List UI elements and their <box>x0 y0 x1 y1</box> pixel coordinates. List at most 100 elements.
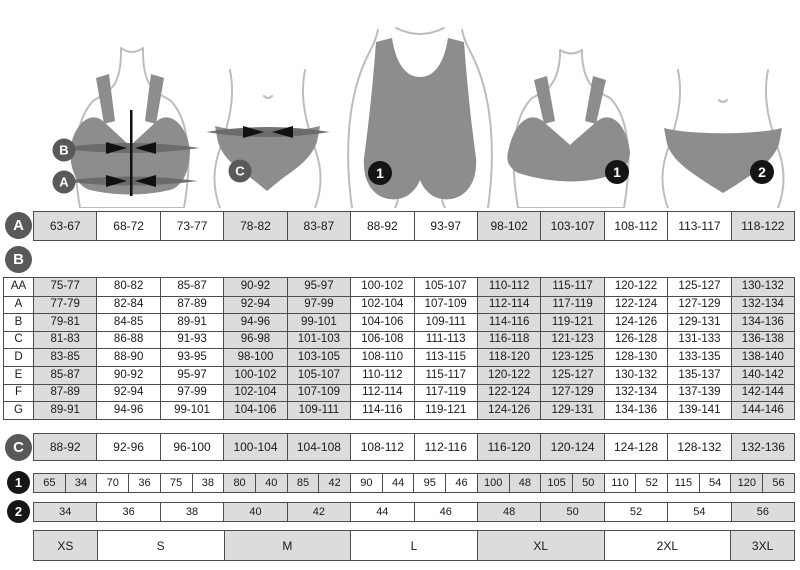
panty-size-badge: 2 <box>7 500 30 523</box>
panty-size-row: 34 36 38 40 42 44 46 48 50 52 54 56 <box>33 502 795 522</box>
bust-range-cell: 136-138 <box>730 331 795 349</box>
bra-figure: 1 <box>507 49 630 208</box>
bodysuit-figure: 1 <box>347 27 493 208</box>
bra-size-cell: 80 <box>223 474 255 492</box>
bust-range-cell: 142-144 <box>730 384 795 402</box>
hip-arrow-right <box>272 126 293 138</box>
bust-range-cell: 138-140 <box>730 349 795 366</box>
svg-text:B: B <box>59 143 68 158</box>
bust-badge: B <box>5 246 32 273</box>
svg-text:2: 2 <box>758 164 766 180</box>
bust-range-cell: 122-124 <box>476 384 541 402</box>
bust-range-cell: 133-135 <box>667 349 731 366</box>
bust-range-cell: 139-141 <box>667 402 731 419</box>
bust-range-cell: 113-115 <box>413 349 477 366</box>
bra-size-cell: 44 <box>381 474 414 492</box>
cup-label-cell: AA <box>4 278 33 296</box>
size-group-row: XS S M L XL 2XL 3XL <box>33 530 795 561</box>
bra-right-strap <box>145 74 164 124</box>
hip-range-cell: 132-136 <box>730 434 795 460</box>
panties-figure: 2 <box>661 69 785 208</box>
cup-label-cell: B <box>4 314 33 331</box>
cup-label-cell: D <box>4 349 33 366</box>
bra-size-badge: 1 <box>7 471 30 494</box>
bust-range-cell: 137-139 <box>667 384 731 402</box>
size-label-cell: 3XL <box>730 531 795 560</box>
bust-range-cell: 81-83 <box>33 331 97 349</box>
figure-underbust-badge: A <box>52 170 76 194</box>
bust-range-cell: 97-99 <box>159 384 224 402</box>
bust-range-cell: 77-79 <box>33 296 97 314</box>
bust-range-cell: 105-107 <box>413 278 477 296</box>
measurement-illustrations: B A C <box>52 27 785 208</box>
panty-size-cell: 46 <box>413 503 477 521</box>
bust-range-cell: 115-117 <box>540 278 604 296</box>
bust-range-cell: 88-90 <box>96 349 160 366</box>
bust-range-cell: 128-130 <box>603 349 668 366</box>
panty-size-cell: 38 <box>159 503 224 521</box>
bust-range-cell: 126-128 <box>603 331 668 349</box>
cup-row: G 89-91 94-96 99-101 104-106 109-111 114-116 11… <box>4 401 795 419</box>
bust-range-cell: 89-91 <box>33 402 97 419</box>
bust-range-cell: 95-97 <box>286 278 351 296</box>
bust-range-cell: 92-94 <box>96 384 160 402</box>
bust-range-cell: 117-119 <box>540 296 604 314</box>
bodysuit-shape <box>363 38 477 200</box>
bust-range-cell: 93-95 <box>159 349 224 366</box>
cup-label-cell: F <box>4 384 33 402</box>
bust-range-cell: 85-87 <box>159 278 224 296</box>
bust-range-cell: 98-100 <box>223 349 287 366</box>
bra-figure-size-badge: 1 <box>605 160 629 184</box>
panty-figure-size-badge: 2 <box>750 160 774 184</box>
bust-range-cell: 106-108 <box>350 331 414 349</box>
bust-range-cell: 95-97 <box>159 366 224 384</box>
underbust-range-cell: 108-112 <box>603 212 668 240</box>
bust-range-cell: 87-89 <box>159 296 224 314</box>
bust-range-cell: 119-121 <box>540 314 604 331</box>
underbust-arrow-right <box>135 175 156 187</box>
bust-range-cell: 129-131 <box>667 314 731 331</box>
bra-size-cell: 48 <box>508 474 541 492</box>
hip-range-cell: 100-104 <box>223 434 287 460</box>
hip-range-cell: 92-96 <box>96 434 160 460</box>
bust-range-cell: 103-105 <box>286 349 351 366</box>
panty-size-cell: 50 <box>540 503 604 521</box>
panty-size-cell: 56 <box>730 503 795 521</box>
bra-size-cell: 38 <box>191 474 224 492</box>
panty-size-cell: 34 <box>34 503 97 521</box>
bust-range-cell: 116-118 <box>476 331 541 349</box>
bust-range-cell: 120-122 <box>603 278 668 296</box>
bust-range-cell: 107-109 <box>286 384 351 402</box>
bust-range-cell: 140-142 <box>730 366 795 384</box>
bust-range-cell: 118-120 <box>476 349 541 366</box>
bra-size-cell: 40 <box>254 474 287 492</box>
bust-range-cell: 134-136 <box>730 314 795 331</box>
bust-range-cell: 107-109 <box>413 296 477 314</box>
size-label-cell: M <box>223 531 351 560</box>
bust-range-cell: 90-92 <box>96 366 160 384</box>
center-line <box>130 110 133 196</box>
hip-range-cell: 88-92 <box>34 434 97 460</box>
bust-range-cell: 122-124 <box>603 296 668 314</box>
bust-range-cell: 94-96 <box>223 314 287 331</box>
hip-band <box>206 127 330 137</box>
panty-size-cell: 54 <box>667 503 731 521</box>
bust-range-cell: 120-122 <box>476 366 541 384</box>
bust-range-cell: 129-131 <box>540 402 604 419</box>
bra-size-cell: 54 <box>698 474 731 492</box>
bust-range-cell: 115-117 <box>413 366 477 384</box>
bra-size-cell: 34 <box>64 474 97 492</box>
cup-label-cell: C <box>4 331 33 349</box>
bust-range-cell: 114-116 <box>476 314 541 331</box>
bra-size-cell: 90 <box>350 474 382 492</box>
figure-bust-badge: B <box>52 138 76 162</box>
bust-range-cell: 125-127 <box>540 366 604 384</box>
underbust-badge: A <box>5 212 32 239</box>
bra-size-row: 65 34 70 36 75 38 80 40 85 42 90 44 95 46 100 48 105 50 11… <box>33 473 795 493</box>
bust-range-cell: 119-121 <box>413 402 477 419</box>
bust-range-cell: 86-88 <box>96 331 160 349</box>
underbust-range-cell: 68-72 <box>96 212 160 240</box>
bra-size-cell: 100 <box>476 474 509 492</box>
bust-range-cell: 99-101 <box>159 402 224 419</box>
bust-range-cell: 110-112 <box>350 366 414 384</box>
